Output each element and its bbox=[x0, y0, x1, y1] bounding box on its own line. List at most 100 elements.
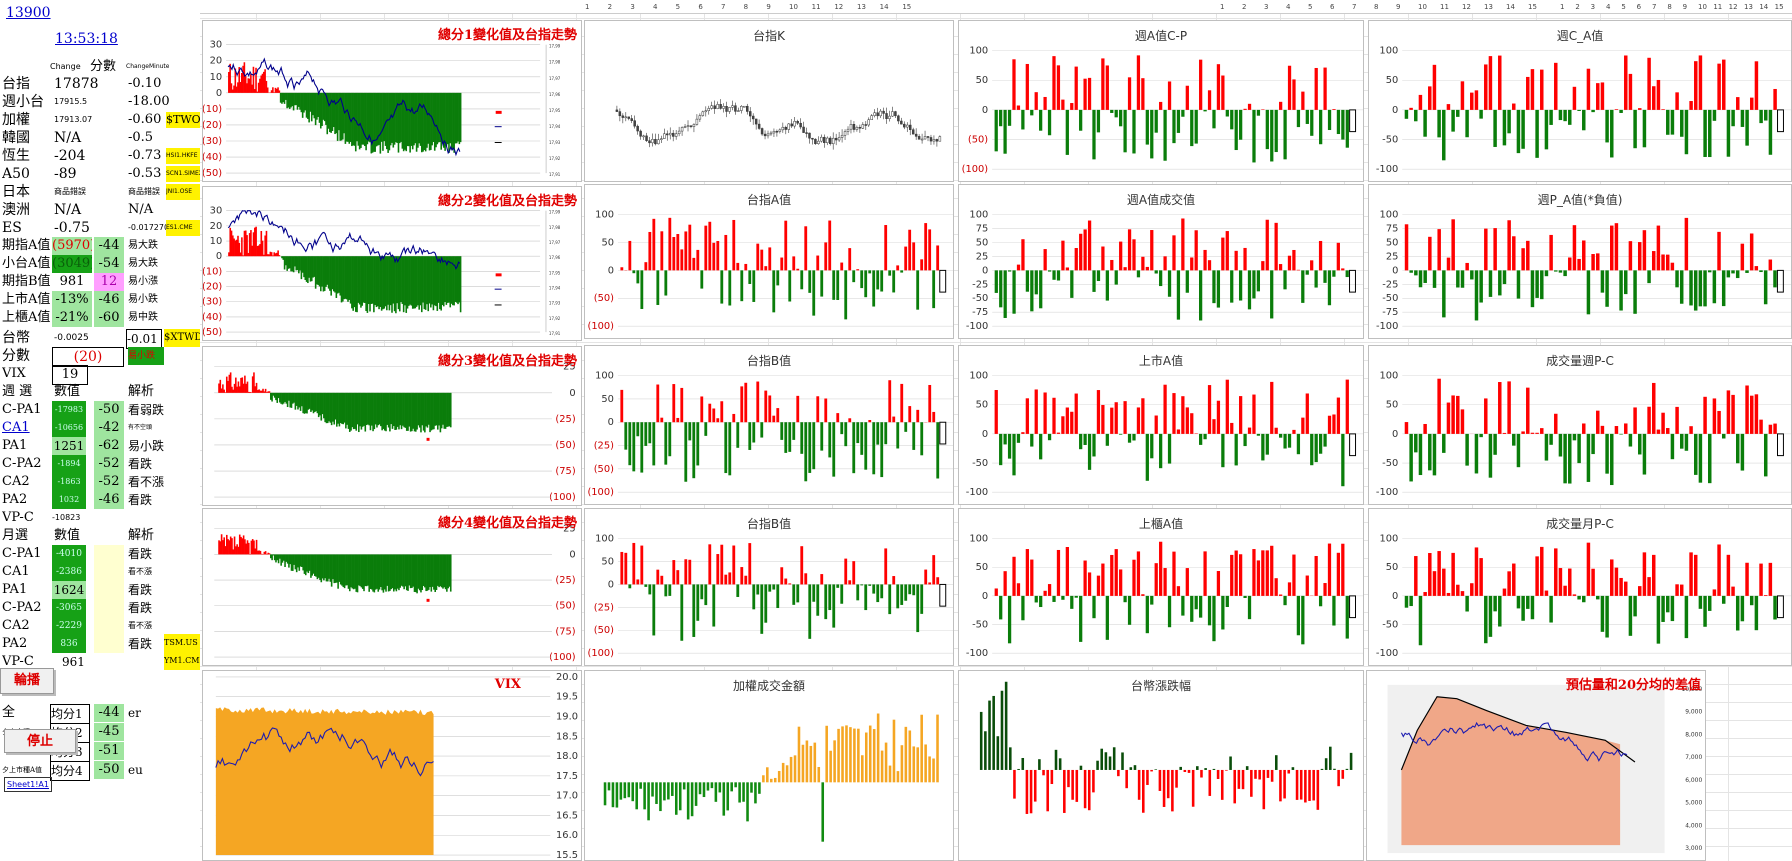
week-row-note: 有不空頭 bbox=[128, 424, 153, 431]
last-bar-outline bbox=[1777, 433, 1784, 457]
area-bar bbox=[348, 256, 351, 300]
chart-bar bbox=[636, 579, 640, 585]
area-bar bbox=[399, 554, 402, 588]
candle-body bbox=[938, 136, 942, 142]
stop-button[interactable]: 停止 bbox=[4, 729, 76, 753]
candle-body bbox=[894, 111, 897, 117]
area-bar bbox=[321, 554, 324, 579]
chart-bar bbox=[936, 577, 940, 585]
area-bar bbox=[303, 554, 306, 574]
chart-bar bbox=[872, 422, 876, 475]
chart-bar bbox=[868, 725, 872, 783]
chart-bar bbox=[1012, 433, 1016, 476]
chart-bar bbox=[1065, 109, 1069, 155]
chart-bar bbox=[1043, 249, 1047, 271]
week-row-note: 看跌 bbox=[128, 493, 153, 507]
chart-bar bbox=[824, 398, 828, 423]
area-bar bbox=[317, 554, 320, 578]
area-bar bbox=[237, 546, 240, 555]
area-bar bbox=[271, 554, 273, 561]
chart-bar bbox=[776, 270, 780, 286]
chart-bar bbox=[720, 270, 724, 304]
chart-bar bbox=[896, 422, 900, 449]
chart-bar bbox=[1196, 766, 1199, 770]
area-bar bbox=[299, 392, 302, 411]
chart-bar bbox=[876, 584, 880, 603]
area-bar bbox=[308, 92, 310, 123]
chart-bar bbox=[908, 229, 912, 271]
chart-bar bbox=[1544, 590, 1549, 596]
row-change: -0.5 bbox=[128, 130, 154, 145]
chart-bar bbox=[632, 542, 636, 585]
area-bar bbox=[440, 554, 443, 588]
area-bar bbox=[223, 537, 225, 555]
chart-bar bbox=[872, 729, 876, 783]
area-bar bbox=[329, 92, 331, 133]
area-bar bbox=[338, 554, 341, 582]
chart-bar bbox=[1154, 270, 1158, 274]
chart-bar bbox=[1296, 269, 1300, 271]
area-bar bbox=[291, 256, 294, 272]
lower-tag: TSM.US bbox=[164, 634, 200, 652]
chart-bar bbox=[996, 736, 1000, 770]
chart-bar bbox=[1127, 229, 1132, 271]
chart-bar bbox=[752, 422, 756, 443]
area-bar bbox=[220, 534, 223, 555]
chart-bar bbox=[1345, 109, 1349, 148]
axis-tick-label: 0 bbox=[1392, 105, 1398, 116]
chart-bar bbox=[1141, 256, 1145, 271]
chart-bar bbox=[1428, 236, 1432, 271]
area-bar bbox=[416, 554, 418, 594]
chart-bar bbox=[1181, 109, 1185, 117]
rotate-button[interactable]: 輪播 bbox=[0, 668, 54, 694]
chart-bar bbox=[832, 422, 836, 477]
chart-bar bbox=[1446, 592, 1451, 596]
chart-bar bbox=[1114, 270, 1118, 285]
chart-bar bbox=[1507, 381, 1511, 434]
chart-bar bbox=[692, 422, 696, 479]
candle-body bbox=[680, 127, 684, 132]
chart-bar bbox=[820, 574, 824, 585]
chart-bar bbox=[804, 226, 808, 271]
chart-bar bbox=[1252, 270, 1256, 299]
chart-bar bbox=[623, 782, 627, 799]
chart-bar bbox=[816, 396, 820, 423]
chart-bar bbox=[1619, 577, 1623, 596]
area-bar bbox=[401, 256, 404, 304]
chart-bar bbox=[1689, 426, 1693, 434]
chart-bar bbox=[836, 270, 840, 300]
area-bar bbox=[378, 92, 380, 145]
axis-tick-label: 17,91 bbox=[549, 331, 561, 336]
area-bar bbox=[246, 83, 248, 93]
chart-bar bbox=[1451, 552, 1455, 596]
chart-bar bbox=[813, 742, 817, 783]
chart-listed: 100 50 0 -50 -100 上市A值 bbox=[958, 345, 1364, 505]
chart-bar bbox=[1323, 433, 1327, 447]
chart-bar bbox=[1129, 767, 1133, 770]
axis-tick-label: 19.5 bbox=[556, 692, 578, 703]
chart-bar bbox=[1239, 554, 1243, 596]
chart-bar bbox=[1437, 378, 1441, 434]
cell-reference[interactable]: 13900 bbox=[6, 5, 51, 21]
area-bar bbox=[367, 256, 370, 305]
chart-bar bbox=[1327, 270, 1332, 306]
a-row-label: 期指A值 bbox=[2, 238, 50, 253]
ruler-tick: 8 bbox=[1374, 3, 1379, 11]
candle-body bbox=[920, 138, 924, 141]
chart-bar bbox=[1163, 384, 1167, 434]
chart-bar bbox=[1652, 382, 1656, 434]
sheet-link[interactable]: Sheet1!A1 bbox=[4, 777, 52, 792]
axis-tick-label: 17.5 bbox=[556, 771, 578, 782]
area-bar bbox=[394, 392, 396, 430]
candle-body bbox=[749, 111, 752, 117]
axis-tick-label: 100 bbox=[969, 534, 988, 545]
chart-bar bbox=[1101, 404, 1105, 434]
chart-bar bbox=[1092, 595, 1096, 619]
chart-bar bbox=[780, 422, 784, 440]
ruler-tick: 8 bbox=[1667, 3, 1672, 11]
chart-bar bbox=[1141, 594, 1145, 596]
area-bar bbox=[387, 392, 390, 428]
area-bar bbox=[400, 92, 402, 142]
chart-bar bbox=[1256, 433, 1261, 436]
chart-bar bbox=[1150, 109, 1154, 159]
